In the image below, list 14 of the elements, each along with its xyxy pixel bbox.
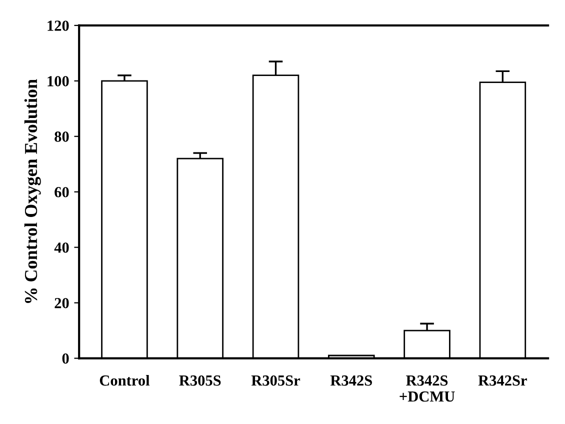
x-tick-label: R342S +DCMU — [400, 375, 455, 402]
x-tick-label: R342Sr — [478, 375, 527, 386]
y-tick-label: 100 — [48, 76, 69, 86]
y-tick-label: 40 — [54, 242, 69, 253]
y-axis-title: % Control Oxygen Evolution — [24, 79, 41, 303]
y-tick-label: 60 — [54, 187, 69, 198]
x-tick-label: R305Sr — [251, 375, 300, 386]
x-tick-label: Control — [100, 374, 150, 386]
y-tick-label: 20 — [54, 298, 69, 308]
y-tick-label: 0 — [62, 353, 69, 364]
x-tick-label: R342S — [330, 375, 372, 386]
x-tick-label: R305S — [179, 375, 221, 386]
y-tick-label: 120 — [48, 20, 69, 31]
y-tick-label: 80 — [54, 132, 69, 142]
